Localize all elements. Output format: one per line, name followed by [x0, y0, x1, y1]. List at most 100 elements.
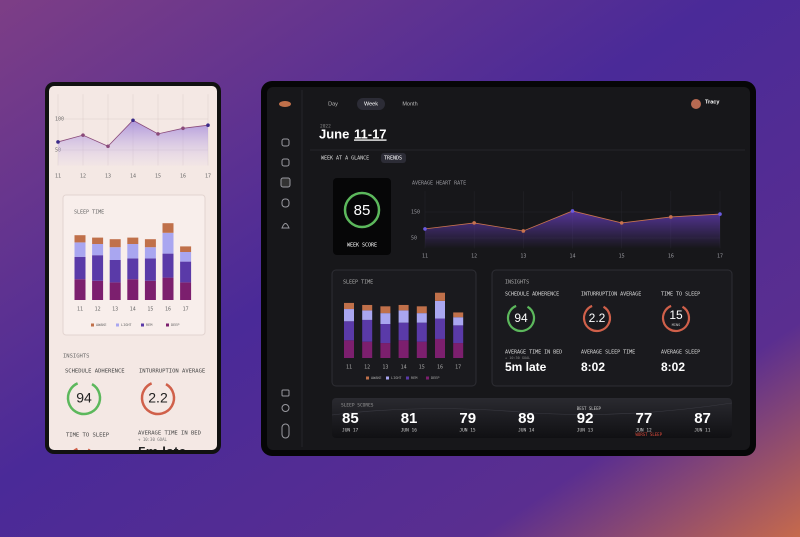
bar-segment: [74, 279, 86, 300]
x-tick-label: 12: [364, 365, 370, 371]
point: [156, 132, 160, 136]
bar-segment: [144, 280, 156, 300]
x-tick-label: 15: [147, 307, 153, 313]
legend-swatch: [91, 323, 94, 327]
insight-label: AVERAGE SLEEP: [661, 350, 700, 356]
bar-segment: [398, 322, 409, 341]
bar-segment: [109, 239, 121, 248]
chart-title: SLEEP TIME: [74, 210, 104, 216]
bar-segment: [180, 261, 192, 283]
week-score: 85: [354, 202, 371, 219]
view-tab[interactable]: WEEK AT A GLANCE: [321, 156, 369, 162]
x-tick-label: 12: [80, 174, 86, 180]
logo: [279, 101, 291, 107]
x-tick-label: 14: [130, 174, 136, 180]
bar-segment: [127, 279, 139, 300]
score-wave: [331, 402, 733, 416]
point: [131, 118, 135, 123]
bar-segment: [435, 292, 445, 301]
view-pill: [381, 153, 406, 163]
x-tick-label: 15: [155, 174, 161, 180]
ring: [66, 380, 102, 416]
x-tick-label: 12: [95, 307, 101, 313]
bar-segment: [453, 343, 464, 358]
x-tick-label: 17: [717, 254, 723, 260]
point: [472, 221, 476, 225]
bar-segment: [162, 223, 174, 233]
x-tick-label: 16: [165, 307, 171, 313]
insight-unit: MINS: [672, 323, 680, 327]
nav-icon[interactable]: [281, 404, 290, 412]
range: 11-17: [354, 126, 387, 141]
bar-segment: [344, 321, 354, 341]
bar-segment: [144, 247, 156, 259]
x-tick-label: 17: [205, 174, 211, 180]
x-tick-label: 11: [55, 174, 61, 180]
insight-value: 15: [669, 308, 683, 322]
nav-icon[interactable]: [281, 198, 290, 208]
x-tick-label: 14: [130, 307, 136, 313]
bar-segment: [435, 318, 445, 339]
bar-segment: [180, 246, 192, 252]
x-tick-label: 16: [437, 365, 443, 371]
y-tick-label: 100: [55, 117, 64, 123]
insight-value: 5m late: [505, 360, 547, 374]
score-date: JUN 12: [636, 428, 653, 434]
x-tick-label: 17: [183, 307, 189, 313]
view-tab[interactable]: TRENDS: [384, 156, 402, 162]
nav-icon[interactable]: [280, 177, 291, 188]
nav-icon[interactable]: [281, 158, 290, 167]
legend-swatch: [366, 376, 369, 380]
x-tick-label: 11: [346, 365, 352, 371]
legend-label: AWAKE: [96, 323, 107, 327]
tab[interactable]: Day: [328, 101, 338, 107]
nav-icon[interactable]: [281, 389, 290, 397]
x-tick-label: 11: [422, 254, 428, 260]
bar-segment: [398, 340, 409, 358]
bar-segment: [74, 235, 86, 243]
bar-segment: [344, 309, 354, 322]
score: 87: [694, 410, 711, 427]
x-tick-label: 16: [180, 174, 186, 180]
legend-label: REM: [411, 376, 417, 380]
score-date: JUN 17: [342, 428, 359, 434]
insight-sub: + 10:30 GOAL: [505, 356, 530, 360]
bar-segment: [362, 319, 373, 342]
bar-segment: [453, 325, 464, 344]
score-note: BEST SLEEP: [577, 406, 602, 411]
bar-segment: [398, 310, 409, 323]
insight-value: 2.2: [148, 390, 168, 406]
score-date: JUN 14: [518, 428, 535, 434]
point: [181, 126, 185, 131]
nav-icon[interactable]: [281, 138, 290, 147]
point: [669, 215, 673, 219]
week-score-label: WEEK SCORE: [347, 243, 377, 249]
score: 89: [518, 410, 535, 427]
bar-segment: [109, 260, 121, 283]
x-tick-label: 13: [520, 254, 526, 260]
insight-label: INTURRUPTION AVERAGE: [139, 369, 205, 375]
point: [521, 229, 526, 233]
sidebar-icons[interactable]: [280, 138, 291, 439]
phone-screen: 5010011121314151617SLEEP TIME11121314151…: [49, 86, 217, 450]
insight-label: SCHEDULE ADHERENCE: [505, 292, 559, 298]
bar-segment: [398, 304, 409, 311]
tab[interactable]: Month: [402, 101, 417, 107]
nav-icon[interactable]: [281, 223, 290, 229]
avatar[interactable]: [691, 99, 701, 109]
tab[interactable]: Week: [364, 101, 378, 107]
point: [106, 144, 110, 149]
area: [58, 120, 208, 166]
score: 92: [577, 410, 594, 427]
nav-icon[interactable]: [281, 423, 290, 439]
score-note: WORST SLEEP: [636, 432, 663, 437]
bar-segment: [144, 239, 156, 248]
bar-segment: [416, 322, 427, 342]
ring: [582, 303, 612, 333]
legend-label: LIGHT: [121, 323, 132, 327]
x-tick-label: 15: [619, 254, 625, 260]
x-tick-label: 14: [569, 254, 575, 260]
user-name: Tracy: [705, 99, 720, 105]
bar-segment: [453, 317, 464, 326]
